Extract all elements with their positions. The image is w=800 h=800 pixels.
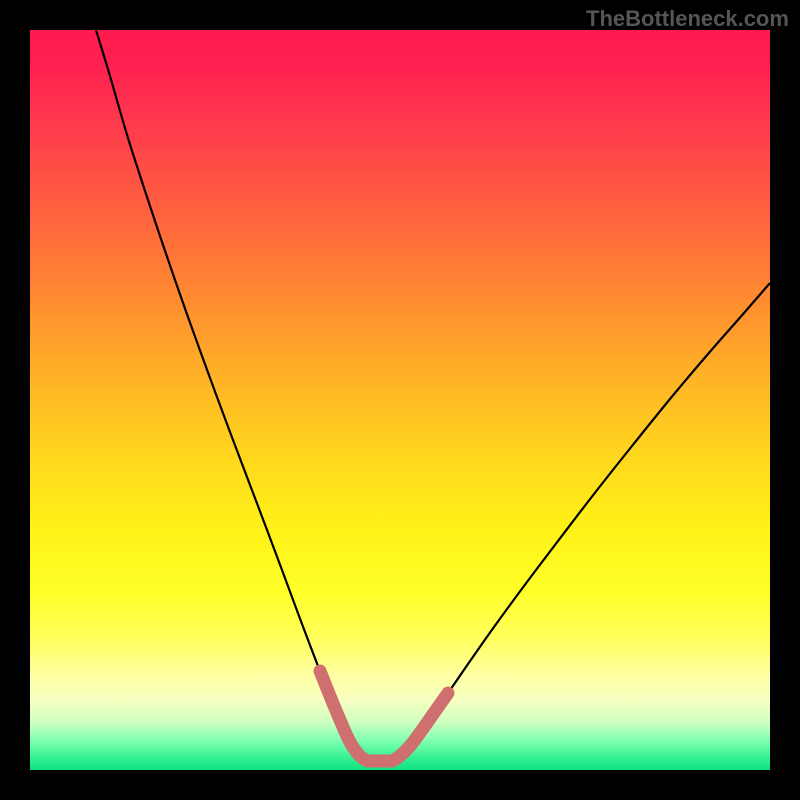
chart-background (30, 30, 770, 770)
bottleneck-chart (0, 0, 800, 800)
watermark-text: TheBottleneck.com (586, 6, 789, 32)
